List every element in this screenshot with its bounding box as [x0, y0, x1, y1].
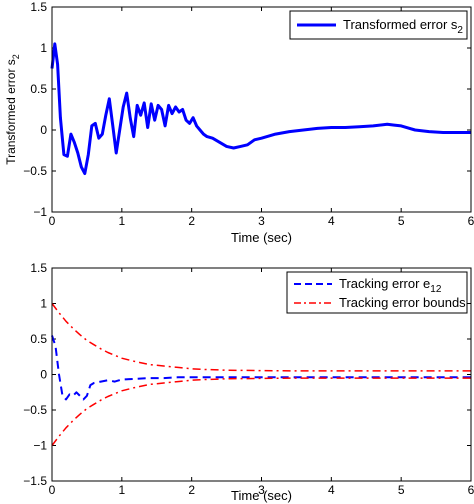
bottom-x-tick-label: 2 — [188, 483, 195, 497]
bottom-legend-label-e12: Tracking error e12 — [339, 276, 442, 295]
bottom-legend-label-e12-main: Tracking error e — [339, 276, 430, 291]
bottom-x-tick-label: 5 — [398, 483, 405, 497]
top-y-axis-label-main: Transformed error s — [4, 59, 18, 165]
top-legend-label-s2-main: Transformed error s — [343, 17, 458, 32]
bottom-legend-label-bounds: Tracking error bounds — [339, 295, 466, 310]
top-y-tick-labels: −1 −0.5 0 0.5 1 1.5 — [23, 0, 47, 219]
bottom-y-tick-label: −0.5 — [23, 403, 47, 417]
top-x-axis-label: Time (sec) — [231, 230, 292, 245]
bottom-x-axis-label: Time (sec) — [231, 488, 292, 503]
top-panel: 0 1 2 3 4 5 6 −1 −0.5 0 0.5 1 1.5 Time (sec) Transf… — [4, 0, 474, 245]
top-y-tick-label: 0.5 — [30, 82, 47, 96]
top-x-tick-label: 5 — [398, 214, 405, 228]
bottom-y-tick-label: −1 — [33, 439, 47, 453]
top-x-tick-label: 0 — [49, 214, 56, 228]
top-y-tick-label: 1 — [40, 41, 47, 55]
bottom-series-e12 — [51, 335, 471, 401]
bottom-legend-box — [286, 271, 468, 314]
top-y-tick-label: −0.5 — [23, 164, 47, 178]
top-x-tick-label: 4 — [328, 214, 335, 228]
top-series-s2 — [50, 42, 471, 175]
top-legend: Transformed error s2 — [289, 10, 468, 40]
bottom-x-tick-labels: 0 1 2 3 4 5 6 — [49, 483, 474, 497]
top-legend-box — [289, 10, 468, 40]
top-y-tick-label: 1.5 — [30, 0, 47, 14]
bottom-legend-label-e12-sub: 12 — [430, 284, 442, 295]
top-legend-label-s2: Transformed error s2 — [343, 17, 463, 36]
top-y-tick-label: −1 — [33, 205, 47, 219]
bottom-series-bounds-lower — [51, 377, 471, 446]
top-y-tick-label: 0 — [40, 123, 47, 137]
bottom-y-tick-label: 1 — [40, 297, 47, 311]
top-y-axis-label: Transformed error s2 — [4, 54, 21, 165]
bottom-y-tick-label: −1.5 — [23, 474, 47, 488]
top-x-tick-label: 6 — [468, 214, 474, 228]
bottom-plot-frame — [51, 267, 472, 482]
top-x-tick-labels: 0 1 2 3 4 5 6 — [49, 214, 474, 228]
bottom-series-bounds-upper — [51, 303, 471, 372]
top-plot-frame — [51, 6, 472, 213]
bottom-x-tick-label: 3 — [258, 483, 265, 497]
top-legend-label-s2-sub: 2 — [457, 25, 463, 36]
bottom-y-tick-label: 1.5 — [30, 261, 47, 275]
bottom-legend: Tracking error e12 Tracking error bounds — [286, 271, 468, 314]
bottom-y-tick-labels: −1.5 −1 −0.5 0 0.5 1 1.5 — [23, 261, 47, 488]
bottom-x-tick-label: 0 — [49, 483, 56, 497]
bottom-y-tick-label: 0.5 — [30, 332, 47, 346]
top-x-tick-label: 3 — [258, 214, 265, 228]
top-x-tick-label: 1 — [118, 214, 125, 228]
bottom-series-lines — [51, 303, 471, 446]
bottom-x-tick-label: 4 — [328, 483, 335, 497]
top-x-tick-label: 2 — [188, 214, 195, 228]
top-series-lines — [50, 42, 471, 175]
bottom-y-tick-label: 0 — [40, 368, 47, 382]
top-y-axis-label-sub: 2 — [11, 54, 21, 59]
bottom-x-tick-label: 6 — [468, 483, 474, 497]
bottom-x-tick-label: 1 — [118, 483, 125, 497]
